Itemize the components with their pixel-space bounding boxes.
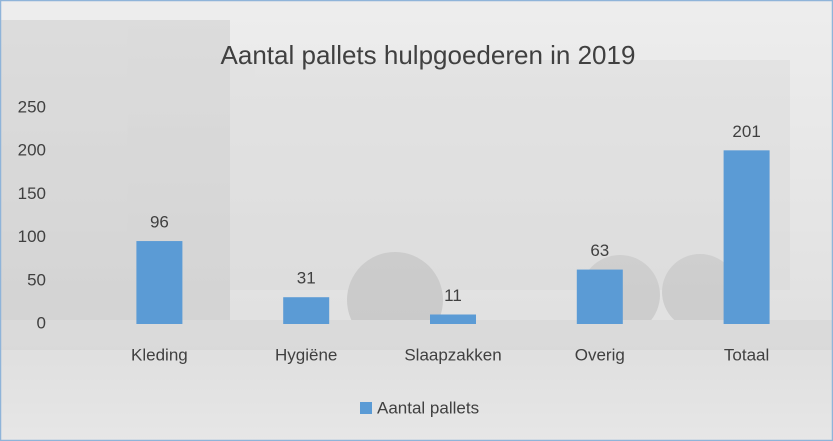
x-tick-label: Kleding — [131, 345, 188, 364]
chart: Aantal pallets hulpgoederen in 2019 0 50 1… — [0, 0, 833, 441]
y-tick-label: 250 — [18, 97, 46, 116]
x-tick-label: Slaapzakken — [404, 345, 501, 364]
data-label: 63 — [590, 241, 609, 260]
y-tick-label: 200 — [18, 141, 46, 160]
bar — [724, 150, 770, 324]
y-tick-label: 0 — [37, 313, 46, 332]
legend-swatch — [360, 402, 372, 414]
bar — [283, 297, 329, 324]
y-tick-label: 150 — [18, 184, 46, 203]
legend-label: Aantal pallets — [377, 398, 479, 417]
data-label: 31 — [297, 269, 316, 288]
x-tick-label: Hygiëne — [275, 345, 337, 364]
bar — [136, 241, 182, 324]
x-tick-label: Overig — [575, 345, 625, 364]
y-tick-label: 50 — [27, 270, 46, 289]
data-label: 11 — [444, 286, 462, 305]
x-tick-label: Totaal — [724, 345, 769, 364]
y-tick-label: 100 — [18, 227, 46, 246]
bar — [577, 270, 623, 324]
chart-title: Aantal pallets hulpgoederen in 2019 — [221, 40, 636, 70]
data-label: 96 — [150, 213, 169, 232]
bar — [430, 314, 476, 324]
data-label: 201 — [732, 122, 760, 141]
page: {"chart_data": {"type": "bar", "title": … — [0, 0, 833, 441]
